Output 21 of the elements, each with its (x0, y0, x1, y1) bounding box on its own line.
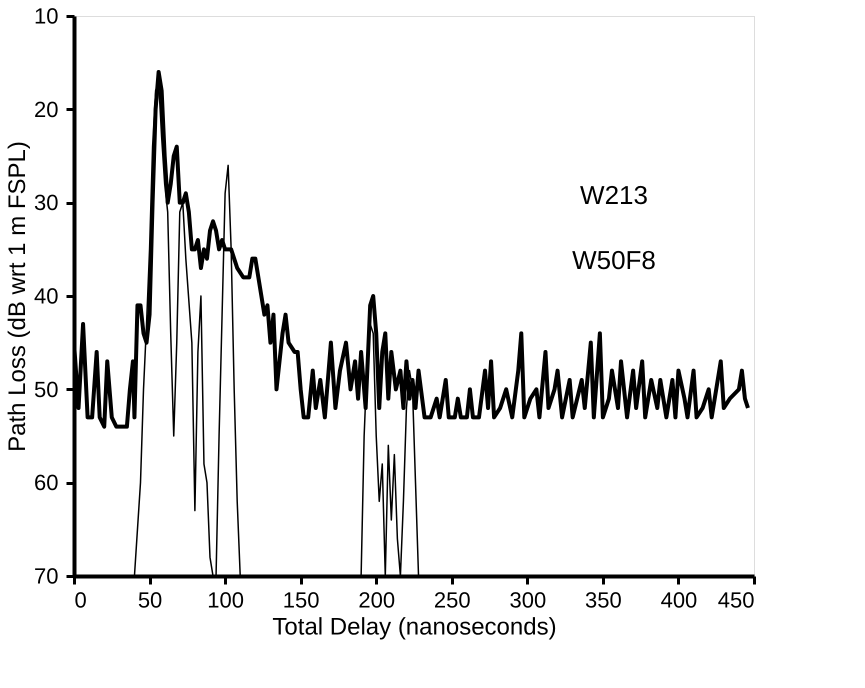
x-tick-label: 450 (718, 588, 754, 612)
y-tick-label: 30 (34, 190, 58, 216)
y-tick-label: 60 (34, 470, 58, 496)
y-tick-label: 20 (34, 96, 58, 122)
annotation: W50F8 (572, 245, 656, 275)
x-tick-label: 350 (585, 588, 622, 612)
x-tick-label: 0 (74, 588, 87, 612)
annotation: W213 (580, 180, 648, 210)
x-tick-label: 50 (138, 588, 162, 612)
y-tick-label: 50 (34, 376, 58, 402)
x-axis-title: Total Delay (nanoseconds) (272, 614, 557, 640)
x-tick-label: 300 (509, 588, 546, 612)
x-tick-label: 100 (207, 588, 244, 612)
x-tick-label: 150 (282, 588, 320, 612)
y-axis-title: Path Loss (dB wrt 1 m FSPL) (4, 141, 32, 452)
y-tick-label: 10 (34, 4, 58, 28)
x-tick-label: 400 (660, 588, 698, 612)
x-tick-label: 250 (434, 588, 471, 612)
y-tick-label: 40 (34, 284, 58, 308)
x-tick-label: 200 (358, 588, 396, 612)
y-tick-label: 70 (34, 564, 58, 588)
